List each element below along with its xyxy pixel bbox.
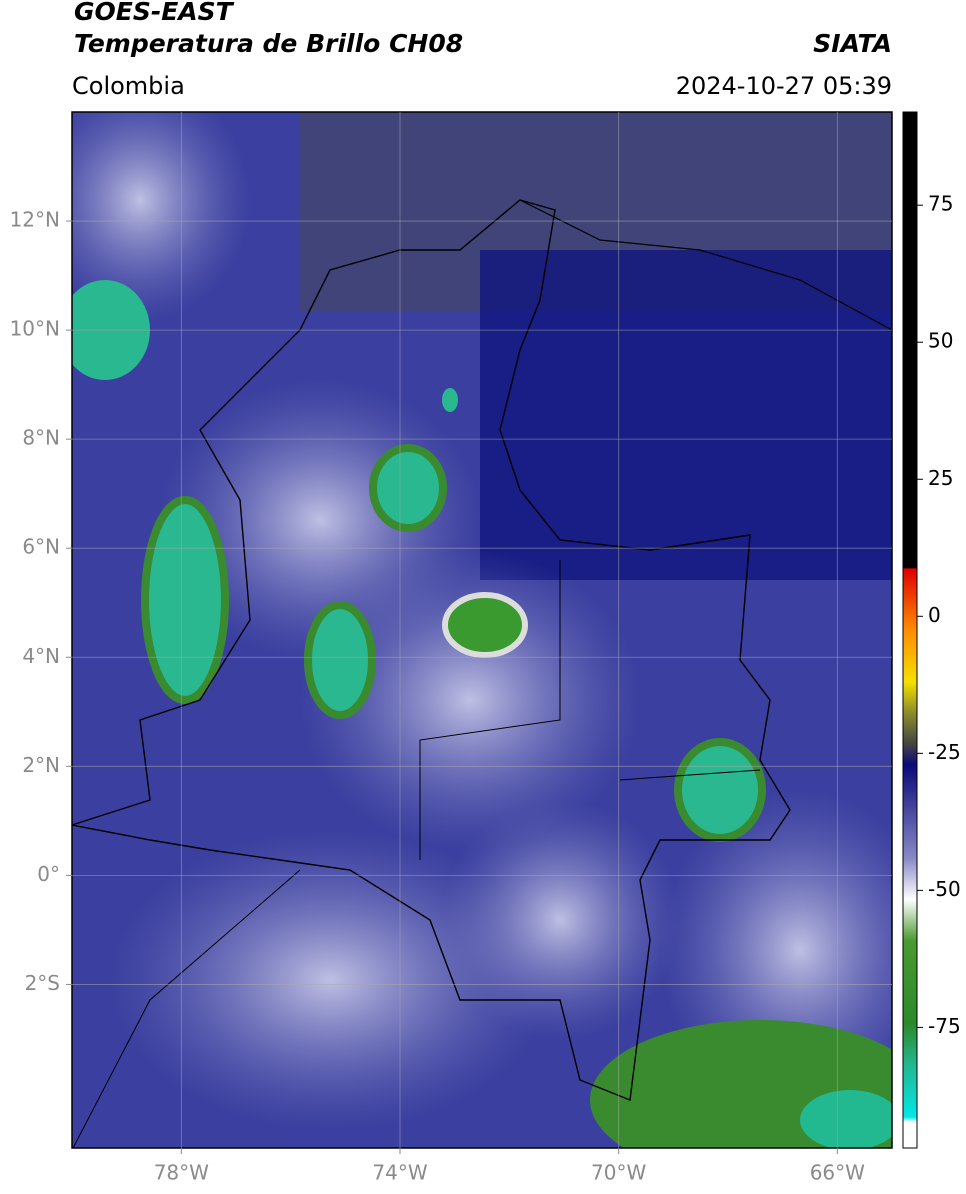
map-frame [71, 111, 893, 1149]
x-tick-label: 70°W [591, 1161, 646, 1185]
colorbar-tick-label: -75 [928, 1014, 961, 1038]
y-tick-label: 8°N [22, 426, 60, 450]
y-tick-label: 6°N [22, 535, 60, 559]
y-tick-label: 4°N [22, 644, 60, 668]
colorbar [902, 111, 918, 1149]
colorbar-tick-label: 0 [928, 603, 941, 627]
title-line1: GOES-EAST [74, 0, 235, 26]
x-tick-label: 78°W [154, 1161, 209, 1185]
colorbar-tick-label: 25 [928, 466, 953, 490]
y-tick-label: 0° [37, 862, 60, 886]
x-tick-label: 66°W [810, 1161, 865, 1185]
y-tick-label: 12°N [10, 208, 60, 232]
region: Colombia [72, 72, 185, 100]
title-line2: Temperatura de Brillo CH08 [74, 29, 463, 58]
source: SIATA [813, 29, 892, 58]
y-tick-label: 2°N [22, 753, 60, 777]
satellite-image [72, 112, 892, 1148]
colorbar-tick-label: -50 [928, 877, 961, 901]
x-tick-label: 74°W [372, 1161, 427, 1185]
datetime: 2024-10-27 05:39 [676, 72, 892, 100]
y-tick-label: 2°S [25, 971, 60, 995]
colorbar-tick-label: -25 [928, 740, 961, 764]
colorbar-tick-label: 75 [928, 192, 953, 216]
colorbar-tick-label: 50 [928, 329, 953, 353]
y-tick-label: 10°N [10, 317, 60, 341]
